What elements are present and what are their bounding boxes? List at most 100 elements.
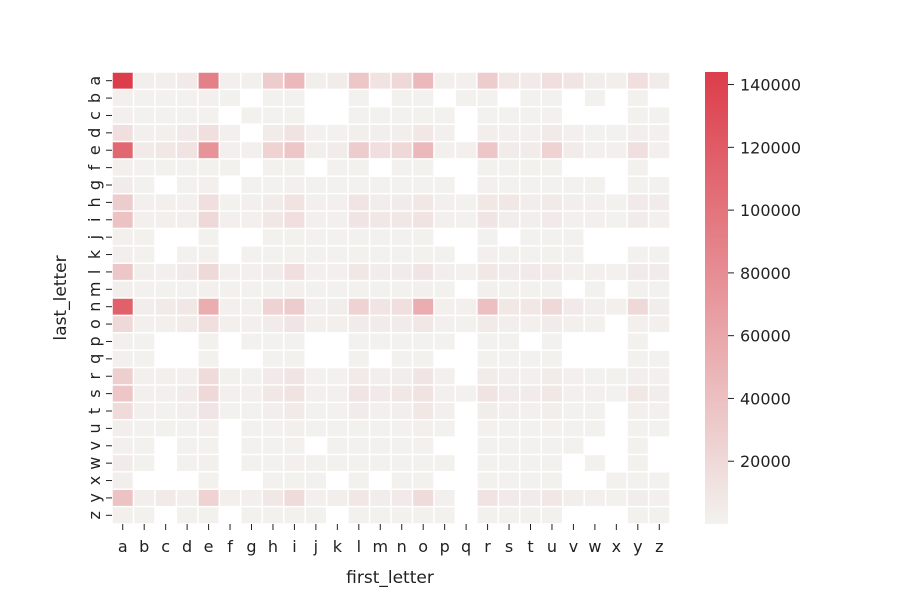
heatmap-cell-g-j	[305, 177, 326, 193]
heatmap-cell-s-t	[520, 385, 541, 402]
heatmap-cell-g-l	[348, 177, 369, 193]
x-tick-label: s	[505, 537, 513, 556]
heatmap-cell-i-a	[112, 211, 133, 228]
heatmap-cell-p-o	[413, 333, 434, 350]
heatmap-cell-l-q	[456, 263, 477, 280]
heatmap-cell-k-y	[627, 246, 648, 263]
heatmap-cell-d-b	[134, 124, 155, 141]
heatmap-cell-a-b	[134, 72, 155, 89]
heatmap-cell-d-p	[434, 124, 455, 141]
heatmap-cell-j-b	[134, 229, 155, 246]
heatmap-cell-b-b	[134, 90, 155, 107]
heatmap-cell-n-z	[649, 298, 670, 315]
heatmap-cell-z-d	[177, 507, 198, 524]
heatmap-cell-v-e	[198, 437, 219, 454]
heatmap-cell-l-p	[434, 263, 455, 280]
heatmap-cell-g-o	[413, 177, 434, 193]
heatmap-cell-t-u	[541, 403, 562, 419]
heatmap-cell-h-c	[155, 194, 176, 211]
heatmap-cell-m-c	[155, 281, 176, 298]
heatmap-cell-r-w	[584, 368, 605, 385]
heatmap-cell-v-k	[327, 437, 348, 454]
heatmap-cell-r-k	[327, 368, 348, 385]
y-tick-label: f	[85, 164, 104, 170]
y-tick-label: z	[85, 511, 104, 519]
colorbar-tick-label: 60000	[740, 327, 791, 346]
heatmap-cell-k-i	[284, 246, 305, 263]
heatmap-cell-e-w	[584, 142, 605, 159]
heatmap-cell-f-d	[177, 159, 198, 176]
heatmap-cell-g-g	[241, 177, 262, 193]
x-tick-label: p	[440, 537, 450, 556]
heatmap-cell-l-i	[284, 263, 305, 280]
heatmap-cell-u-u	[541, 420, 562, 437]
y-tick-label: n	[85, 302, 104, 312]
heatmap-cell-c-n	[391, 107, 412, 124]
heatmap-cell-a-t	[520, 72, 541, 89]
heatmap-cell-o-z	[649, 316, 670, 333]
heatmap-cell-n-r	[477, 298, 498, 315]
heatmap-cell-k-p	[434, 246, 455, 263]
heatmap-cell-l-t	[520, 263, 541, 280]
heatmap-cell-n-h	[262, 298, 283, 315]
heatmap-cell-f-c	[155, 159, 176, 176]
heatmap-cell-g-n	[391, 177, 412, 193]
heatmap-cell-b-y	[627, 90, 648, 107]
y-tick-label: r	[85, 373, 104, 380]
heatmap-cell-f-b	[134, 159, 155, 176]
heatmap-cell-r-n	[391, 368, 412, 385]
heatmap-cell-s-r	[477, 385, 498, 402]
heatmap-cell-a-p	[434, 72, 455, 89]
heatmap-cell-q-n	[391, 350, 412, 367]
heatmap-cell-m-g	[241, 281, 262, 298]
colorbar	[705, 72, 728, 524]
heatmap-cell-d-n	[391, 124, 412, 141]
heatmap-cell-c-a	[112, 107, 133, 124]
heatmap-cell-y-n	[391, 489, 412, 506]
heatmap-cell-o-e	[198, 316, 219, 333]
heatmap-cell-w-h	[262, 455, 283, 472]
heatmap-cell-m-h	[262, 281, 283, 298]
heatmap-cell-e-j	[305, 142, 326, 159]
heatmap-cell-u-o	[413, 420, 434, 437]
heatmap-cell-v-m	[370, 437, 391, 454]
x-tick-label: m	[372, 537, 388, 556]
heatmap-cell-o-j	[305, 316, 326, 333]
heatmap-cell-h-e	[198, 194, 219, 211]
x-tick-label: g	[246, 537, 256, 556]
heatmap-cell-b-r	[477, 90, 498, 107]
heatmap-cell-d-v	[563, 124, 584, 141]
heatmap-cell-y-l	[348, 489, 369, 506]
heatmap-cell-b-c	[155, 90, 176, 107]
heatmap-cell-g-h	[262, 177, 283, 193]
heatmap-cell-o-u	[541, 316, 562, 333]
heatmap-cell-o-q	[456, 316, 477, 333]
heatmap-cell-j-a	[112, 229, 133, 246]
y-tick-label: m	[85, 282, 104, 298]
heatmap-cell-g-m	[370, 177, 391, 193]
heatmap-cell-e-k	[327, 142, 348, 159]
heatmap-cell-q-t	[520, 350, 541, 367]
heatmap-cell-i-l	[348, 211, 369, 228]
heatmap-cell-i-w	[584, 211, 605, 228]
heatmap-cell-a-v	[563, 72, 584, 89]
heatmap-cell-d-u	[541, 124, 562, 141]
heatmap-cell-i-q	[456, 211, 477, 228]
heatmap-cell-v-s	[499, 437, 520, 454]
heatmap-cell-a-j	[305, 72, 326, 89]
x-tick-label: k	[333, 537, 343, 556]
heatmap-cell-y-j	[305, 489, 326, 506]
heatmap-cell-p-e	[198, 333, 219, 350]
heatmap-cell-s-g	[241, 385, 262, 402]
heatmap-cell-o-t	[520, 316, 541, 333]
heatmap-cell-h-u	[541, 194, 562, 211]
heatmap-cell-c-g	[241, 107, 262, 124]
heatmap-cell-t-a	[112, 403, 133, 419]
heatmap-cell-n-v	[563, 298, 584, 315]
heatmap-cell-d-x	[606, 124, 627, 141]
heatmap-cell-w-y	[627, 455, 648, 472]
heatmap-cell-l-v	[563, 263, 584, 280]
heatmap-cell-j-v	[563, 229, 584, 246]
heatmap-cell-n-q	[456, 298, 477, 315]
